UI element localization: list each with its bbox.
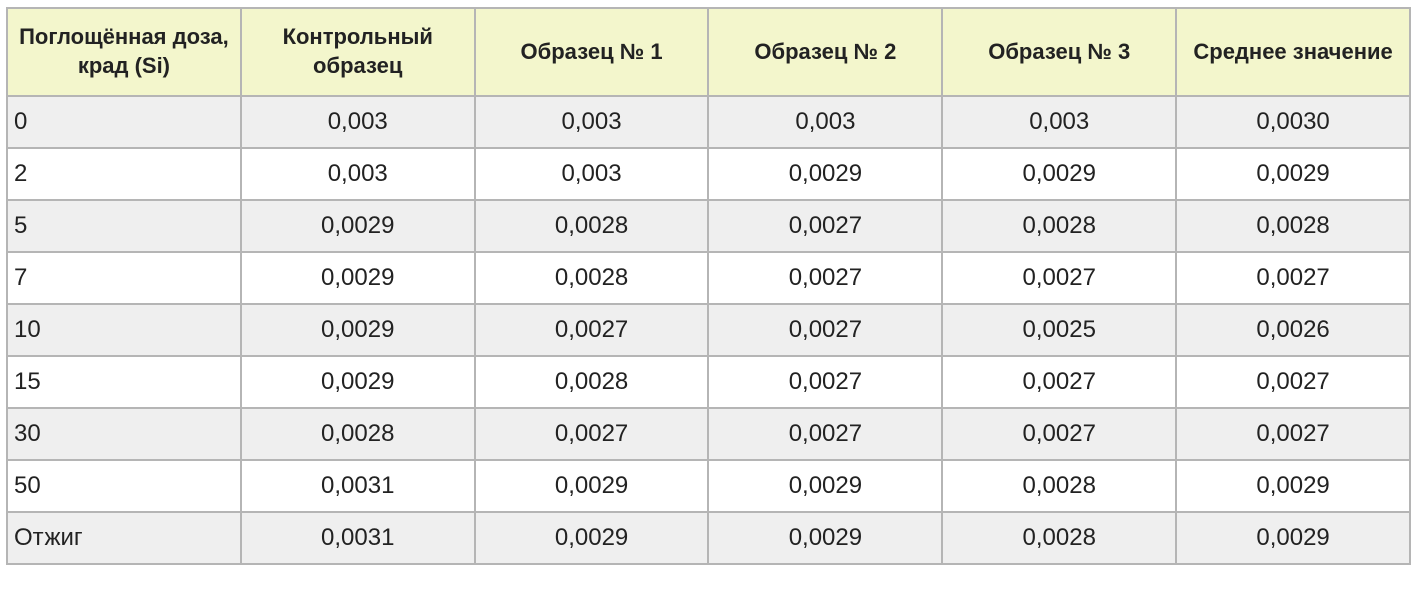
table-cell: 0,0029 [473, 459, 710, 513]
table-cell: 0,0028 [941, 511, 1178, 565]
table-cell: 0,0027 [941, 355, 1178, 409]
table-cell: 0,0027 [707, 199, 944, 253]
header-cell: Образец № 3 [941, 7, 1178, 97]
row-label: 0 [6, 95, 242, 149]
table-cell: 0,0027 [707, 303, 944, 357]
table-cell: 0,0027 [1175, 251, 1411, 305]
table-row: 50 0,0031 0,0029 0,0029 0,0028 0,0029 [6, 459, 1411, 513]
row-label: 5 [6, 199, 242, 253]
table-cell: 0,0029 [1175, 511, 1411, 565]
table-row: Отжиг 0,0031 0,0029 0,0029 0,0028 0,0029 [6, 511, 1411, 565]
table-cell: 0,0031 [239, 511, 476, 565]
table-body: 0 0,003 0,003 0,003 0,003 0,0030 2 0,003 0,003 0,… [6, 95, 1411, 565]
table-cell: 0,003 [239, 147, 476, 201]
table-cell: 0,0027 [707, 355, 944, 409]
table-cell: 0,0029 [473, 511, 710, 565]
row-label: 15 [6, 355, 242, 409]
table-cell: 0,0027 [941, 251, 1178, 305]
table-cell: 0,0027 [1175, 355, 1411, 409]
table-cell: 0,0029 [239, 355, 476, 409]
table-cell: 0,0028 [473, 251, 710, 305]
table-row: 7 0,0029 0,0028 0,0027 0,0027 0,0027 [6, 251, 1411, 305]
header-cell: Контрольный образец [239, 7, 476, 97]
table-cell: 0,003 [473, 147, 710, 201]
table-cell: 0,0028 [473, 355, 710, 409]
table-head: Поглощённая доза, крад (Si) Контрольный о… [6, 7, 1411, 97]
data-table: Поглощённая доза, крад (Si) Контрольный о… [6, 7, 1411, 565]
table-row: 30 0,0028 0,0027 0,0027 0,0027 0,0027 [6, 407, 1411, 461]
table-cell: 0,0029 [707, 459, 944, 513]
table-row: 5 0,0029 0,0028 0,0027 0,0028 0,0028 [6, 199, 1411, 253]
row-label: 50 [6, 459, 242, 513]
row-label: 10 [6, 303, 242, 357]
row-label: 30 [6, 407, 242, 461]
row-label: Отжиг [6, 511, 242, 565]
table-cell: 0,0028 [473, 199, 710, 253]
table-cell: 0,003 [941, 95, 1178, 149]
table-cell: 0,0027 [707, 407, 944, 461]
table-cell: 0,0029 [1175, 459, 1411, 513]
header-cell: Образец № 2 [707, 7, 944, 97]
header-cell: Поглощённая доза, крад (Si) [6, 7, 242, 97]
table-cell: 0,003 [707, 95, 944, 149]
table-cell: 0,0030 [1175, 95, 1411, 149]
table-cell: 0,0027 [707, 251, 944, 305]
table-row: 2 0,003 0,003 0,0029 0,0029 0,0029 [6, 147, 1411, 201]
table-cell: 0,0028 [941, 199, 1178, 253]
table-cell: 0,0025 [941, 303, 1178, 357]
table-cell: 0,0027 [1175, 407, 1411, 461]
table-cell: 0,003 [473, 95, 710, 149]
table-cell: 0,0029 [239, 199, 476, 253]
header-cell: Образец № 1 [473, 7, 710, 97]
row-label: 7 [6, 251, 242, 305]
header-row: Поглощённая доза, крад (Si) Контрольный о… [6, 7, 1411, 97]
table-cell: 0,0028 [941, 459, 1178, 513]
table-row: 10 0,0029 0,0027 0,0027 0,0025 0,0026 [6, 303, 1411, 357]
table-cell: 0,003 [239, 95, 476, 149]
table-cell: 0,0029 [239, 251, 476, 305]
table-cell: 0,0027 [473, 303, 710, 357]
table-cell: 0,0027 [473, 407, 710, 461]
table-cell: 0,0031 [239, 459, 476, 513]
table-cell: 0,0027 [941, 407, 1178, 461]
table-cell: 0,0028 [1175, 199, 1411, 253]
table-cell: 0,0028 [239, 407, 476, 461]
table-row: 15 0,0029 0,0028 0,0027 0,0027 0,0027 [6, 355, 1411, 409]
table-cell: 0,0029 [1175, 147, 1411, 201]
table-cell: 0,0029 [707, 147, 944, 201]
table-cell: 0,0029 [707, 511, 944, 565]
header-cell: Среднее значение [1175, 7, 1411, 97]
table-row: 0 0,003 0,003 0,003 0,003 0,0030 [6, 95, 1411, 149]
row-label: 2 [6, 147, 242, 201]
table-cell: 0,0026 [1175, 303, 1411, 357]
table-cell: 0,0029 [239, 303, 476, 357]
table-cell: 0,0029 [941, 147, 1178, 201]
